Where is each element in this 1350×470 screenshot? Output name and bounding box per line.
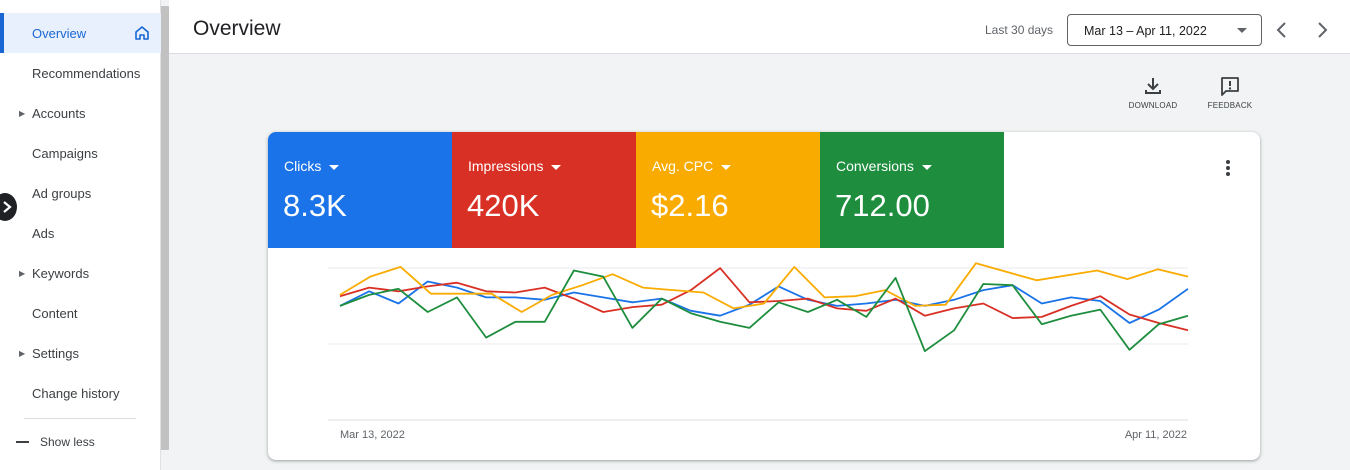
dropdown-arrow-icon: [329, 164, 340, 170]
feedback-label: FEEDBACK: [1207, 101, 1253, 110]
caret-right-icon: ▶: [19, 268, 26, 278]
metric-value: 712.00: [835, 188, 930, 223]
sidebar-item-ad-groups[interactable]: Ad groups: [0, 173, 161, 213]
dropdown-arrow-icon: [921, 164, 932, 170]
top-strip: [169, 0, 1350, 6]
x-tick-start: Mar 13, 2022: [340, 429, 405, 441]
more-options-icon[interactable]: [1218, 158, 1238, 178]
series-line-avg-cpc: [339, 262, 1189, 313]
divider: [24, 418, 136, 419]
dropdown-arrow-icon: [551, 164, 562, 170]
minus-icon: [16, 441, 29, 443]
metric-value: $2.16: [651, 188, 729, 223]
sidebar-item-label: Campaigns: [32, 145, 98, 161]
series-line-clicks: [339, 280, 1189, 324]
metric-name-text: Conversions: [836, 158, 914, 174]
sidebar-item-content[interactable]: Content: [0, 293, 161, 333]
metric-name: Avg. CPC: [652, 158, 732, 174]
sidebar-item-label: Overview: [32, 25, 87, 41]
metric-name: Clicks: [284, 158, 340, 174]
performance-card: Clicks 8.3K Impressions 420K Avg. CPC $2…: [268, 132, 1260, 460]
expand-sidebar-button[interactable]: [0, 193, 17, 221]
sidebar-item-change-history[interactable]: Change history: [0, 373, 161, 413]
sidebar-item-ads[interactable]: Ads: [0, 213, 161, 253]
metric-name-text: Clicks: [284, 158, 322, 174]
dropdown-arrow-icon: [721, 164, 732, 170]
series-line-impressions: [339, 267, 1189, 332]
date-range-label: Last 30 days: [985, 23, 1054, 37]
sidebar-item-label: Settings: [32, 345, 79, 361]
page-header: Overview Last 30 days Mar 13 – Apr 11, 2…: [169, 6, 1350, 54]
sidebar-item-overview[interactable]: Overview: [0, 13, 161, 53]
metric-name: Impressions: [468, 158, 562, 174]
dropdown-arrow-icon: [1237, 28, 1247, 33]
sidebar-item-label: Change history: [32, 385, 120, 401]
metric-tile-avg-cpc[interactable]: Avg. CPC $2.16: [636, 132, 820, 248]
series-line-conversions: [339, 269, 1189, 352]
sidebar-item-label: Ads: [32, 225, 55, 241]
sidebar: Overview Recommendations ▶ Accounts Camp…: [0, 0, 161, 470]
download-label: DOWNLOAD: [1128, 101, 1178, 110]
x-tick-end: Apr 11, 2022: [1125, 429, 1187, 441]
sidebar-item-label: Content: [32, 305, 78, 321]
download-icon: [1145, 78, 1161, 94]
chevron-right-icon: [3, 201, 12, 213]
metric-tile-impressions[interactable]: Impressions 420K: [452, 132, 636, 248]
metric-tile-clicks[interactable]: Clicks 8.3K: [268, 132, 452, 248]
metric-name: Conversions: [836, 158, 932, 174]
sidebar-scrollbar[interactable]: [161, 6, 169, 450]
home-icon: [135, 26, 149, 40]
date-range-picker[interactable]: Mar 13 – Apr 11, 2022: [1067, 14, 1262, 46]
sidebar-item-label: Accounts: [32, 105, 86, 121]
caret-right-icon: ▶: [19, 108, 26, 118]
date-range-value: Mar 13 – Apr 11, 2022: [1084, 24, 1207, 38]
metric-value: 8.3K: [283, 188, 347, 223]
performance-chart: Mar 13, 2022 Apr 11, 2022: [328, 262, 1189, 441]
sidebar-item-campaigns[interactable]: Campaigns: [0, 133, 161, 173]
feedback-icon: [1221, 77, 1239, 96]
download-button[interactable]: DOWNLOAD: [1123, 76, 1183, 110]
show-less-label: Show less: [40, 435, 95, 449]
show-less-button[interactable]: Show less: [0, 428, 161, 456]
feedback-button[interactable]: FEEDBACK: [1200, 76, 1260, 110]
sidebar-item-settings[interactable]: ▶ Settings: [0, 333, 161, 373]
metric-name-text: Impressions: [468, 158, 544, 174]
sidebar-item-label: Ad groups: [32, 185, 92, 201]
sidebar-item-recommendations[interactable]: Recommendations: [0, 53, 161, 93]
caret-right-icon: ▶: [19, 348, 26, 358]
sidebar-item-keywords[interactable]: ▶ Keywords: [0, 253, 161, 293]
series-layer: [339, 262, 1189, 352]
page-title: Overview: [193, 17, 281, 40]
previous-period-icon[interactable]: [1272, 20, 1292, 40]
sidebar-item-label: Keywords: [32, 265, 90, 281]
metric-tile-conversions[interactable]: Conversions 712.00: [820, 132, 1004, 248]
sidebar-item-accounts[interactable]: ▶ Accounts: [0, 93, 161, 133]
next-period-icon[interactable]: [1312, 20, 1332, 40]
metric-name-text: Avg. CPC: [652, 158, 714, 174]
metric-value: 420K: [467, 188, 540, 223]
sidebar-item-label: Recommendations: [32, 65, 141, 81]
